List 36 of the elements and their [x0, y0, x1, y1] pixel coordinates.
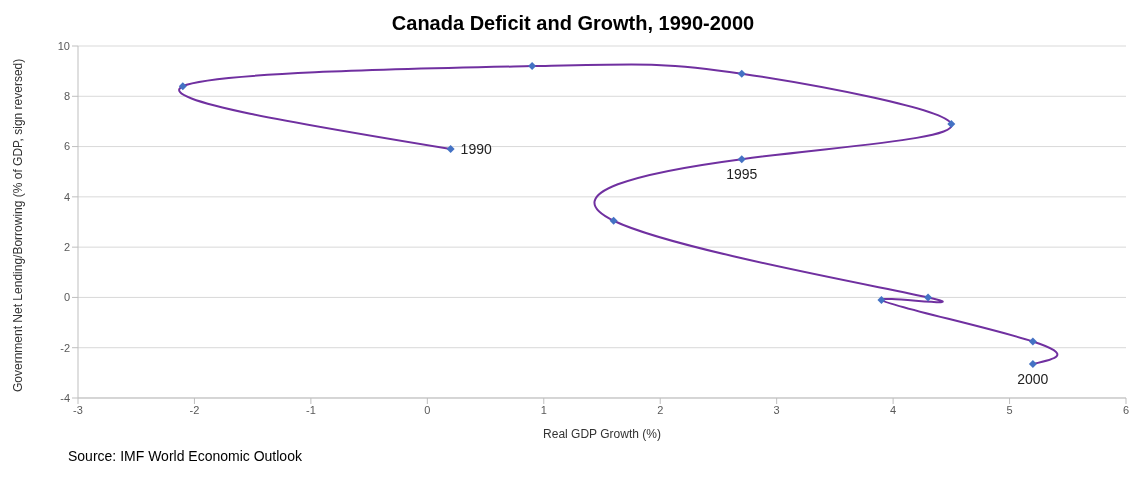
- x-tick-label: -3: [73, 403, 83, 416]
- source-note: Source: IMF World Economic Outlook: [67, 448, 303, 464]
- x-tick-label: 1: [540, 403, 547, 416]
- point: [1028, 360, 1037, 369]
- x-tick-label: -1: [306, 403, 316, 416]
- point: [1028, 337, 1037, 346]
- y-tick-label: -4: [60, 391, 70, 404]
- y-axis-title: Government Net Lending/Borrowing (% of GDP, sign reversed): [11, 58, 26, 392]
- x-tick-label: 5: [1006, 403, 1013, 416]
- point: [737, 69, 746, 78]
- point: [528, 62, 537, 71]
- x-tick-label: 6: [1122, 403, 1130, 416]
- y-tick-label: 0: [63, 291, 70, 304]
- chart-title: Canada Deficit and Growth, 1990-2000: [390, 11, 756, 36]
- point: [947, 119, 956, 128]
- x-tick-label: 2: [657, 403, 664, 416]
- annotation: 1990: [460, 141, 492, 158]
- y-tick-label: 6: [63, 140, 70, 153]
- point: [178, 82, 187, 91]
- annotation: 1995: [726, 166, 758, 183]
- x-tick-label: 0: [424, 403, 431, 416]
- y-tick-label: -2: [60, 341, 70, 354]
- point: [446, 145, 455, 154]
- annotation: 2000: [1017, 371, 1049, 387]
- point: [877, 295, 886, 304]
- x-axis-title: Real GDP Growth (%): [543, 427, 661, 441]
- x-tick-label: -2: [189, 403, 200, 416]
- x-tick-label: 3: [773, 403, 780, 416]
- point: [737, 155, 746, 164]
- y-tick-label: 4: [63, 190, 70, 203]
- point: [609, 216, 618, 225]
- y-tick-label: 10: [57, 39, 70, 52]
- point: [924, 293, 933, 302]
- x-tick-label: 4: [890, 403, 897, 416]
- y-tick-label: 8: [63, 90, 70, 103]
- y-tick-label: 2: [63, 241, 70, 254]
